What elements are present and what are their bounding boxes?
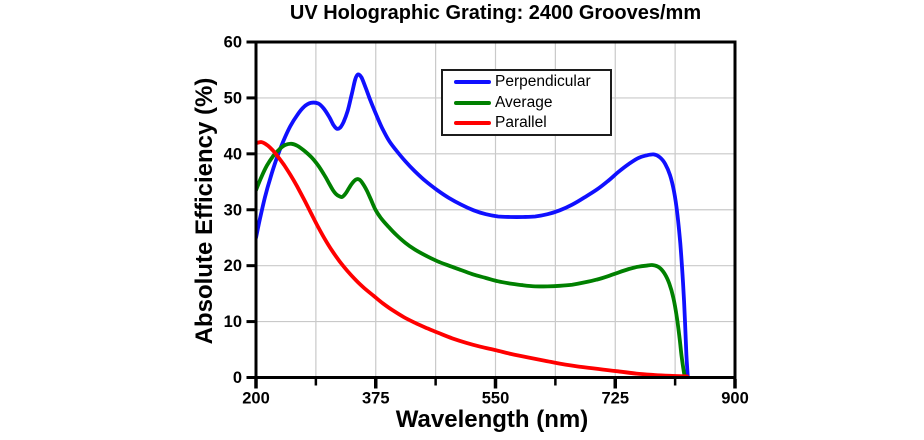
average-line-swatch bbox=[454, 100, 491, 105]
parallel-line-swatch bbox=[454, 120, 491, 125]
y-tick-label: 20 bbox=[224, 257, 242, 275]
x-tick-label: 375 bbox=[362, 390, 390, 408]
y-tick-label: 0 bbox=[233, 369, 242, 387]
legend-label-parallel: Parallel bbox=[495, 113, 547, 131]
perpendicular-line-swatch bbox=[454, 80, 491, 85]
legend-label-average: Average bbox=[495, 93, 553, 111]
y-tick-label: 60 bbox=[224, 34, 242, 52]
legend-label-perpendicular: Perpendicular bbox=[495, 73, 591, 91]
legend-row: Perpendicular bbox=[454, 73, 610, 91]
x-tick-label: 900 bbox=[721, 390, 749, 408]
chart-title: UV Holographic Grating: 2400 Grooves/mm bbox=[289, 2, 702, 24]
y-tick-label: 50 bbox=[224, 89, 242, 107]
y-tick-label: 30 bbox=[224, 201, 242, 219]
y-tick-label: 40 bbox=[224, 145, 242, 163]
x-axis-title: Wavelength (nm) bbox=[395, 406, 589, 433]
plot-border bbox=[254, 40, 737, 379]
x-tick-label: 200 bbox=[242, 390, 270, 408]
x-tick-label: 725 bbox=[601, 390, 629, 408]
parallel-curve bbox=[256, 140, 689, 378]
legend-row: Average bbox=[454, 94, 610, 112]
x-tick-label: 550 bbox=[482, 390, 510, 408]
average-curve bbox=[256, 141, 687, 378]
perpendicular-curve bbox=[256, 72, 690, 378]
y-tick-label: 10 bbox=[224, 313, 242, 331]
legend: Perpendicular Average Parallel bbox=[441, 69, 612, 136]
legend-row: Parallel bbox=[454, 114, 610, 132]
